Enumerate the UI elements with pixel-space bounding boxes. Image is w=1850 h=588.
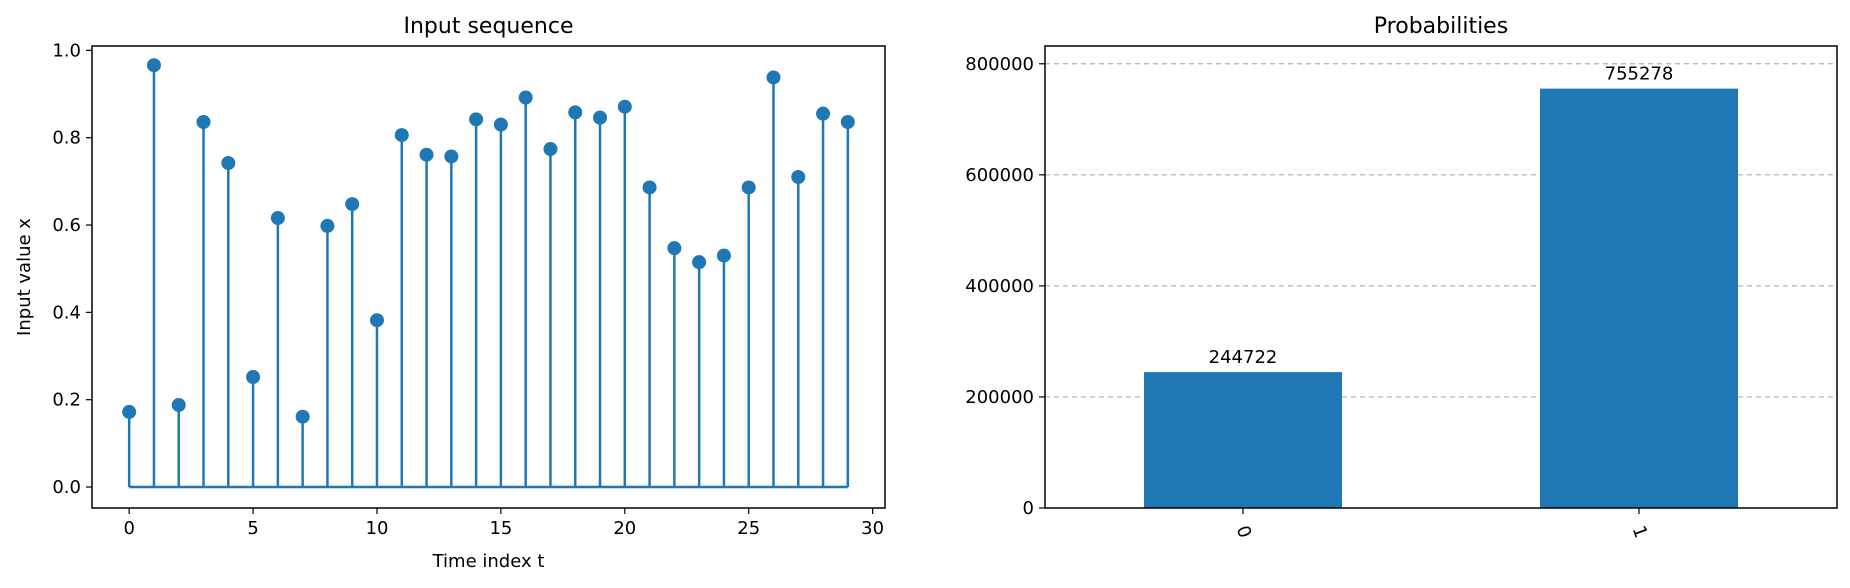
x-tick-label: 30 (861, 518, 884, 539)
y-tick-label: 0 (1023, 498, 1034, 519)
bar-chart-marks: 244722 755278 (1144, 64, 1738, 508)
stem-marker (493, 117, 508, 132)
x-tick-label: 0 (1232, 523, 1256, 541)
bar-chart-title: Probabilities (1374, 14, 1508, 39)
stem-chart-panel: Input sequence Time index t Input value … (14, 14, 886, 572)
stem-marker (791, 170, 806, 185)
stem-marker (469, 112, 484, 127)
bar (1144, 372, 1342, 508)
bar-data-label: 755278 (1605, 64, 1674, 85)
stem-marker (642, 180, 657, 195)
y-tick-label: 0.2 (52, 390, 81, 411)
bar (1540, 88, 1738, 508)
stem-marker (667, 241, 682, 256)
stem-marker (122, 404, 137, 419)
stem-marker (246, 369, 261, 384)
stem-marker (617, 99, 632, 114)
stem-marker (518, 90, 533, 105)
y-tick-label: 600000 (965, 165, 1034, 186)
y-tick-label: 800000 (965, 54, 1034, 75)
x-tick-label: 25 (737, 518, 760, 539)
bar-chart-frame (1044, 45, 1838, 509)
stem-marker (270, 211, 285, 226)
stem-marker (816, 106, 831, 121)
x-tick-label: 10 (366, 518, 389, 539)
stem-marker (295, 409, 310, 424)
stem-marker (369, 313, 384, 328)
stem-chart-title: Input sequence (404, 14, 574, 39)
y-tick-label: 1.0 (52, 40, 81, 61)
x-tick-label: 15 (489, 518, 512, 539)
stem-chart-frame (91, 45, 886, 509)
bar-data-label: 244722 (1209, 347, 1278, 368)
stem-marker (716, 248, 731, 263)
stem-marker (568, 105, 583, 120)
y-tick-label: 400000 (965, 276, 1034, 297)
stem-marker (741, 180, 756, 195)
stem-chart-ticks: 0 5 10 15 20 25 30 0.0 0.2 0.4 0.6 0.8 1.0 (52, 40, 884, 539)
y-tick-label: 0.6 (52, 215, 81, 236)
y-tick-label: 0.0 (52, 477, 81, 498)
y-tick-label: 200000 (965, 387, 1034, 408)
stem-marker (444, 149, 459, 164)
stem-marker (146, 58, 161, 73)
y-tick-label: 0.8 (52, 128, 81, 149)
stem-marker (394, 128, 409, 143)
stem-marker (419, 147, 434, 162)
stem-marker (766, 70, 781, 85)
stem-chart-marks (122, 58, 855, 489)
stem-chart-x-axis-label: Time index t (432, 551, 545, 572)
stem-marker (593, 110, 608, 125)
stem-marker (543, 142, 558, 157)
stem-marker (196, 114, 211, 129)
stem-marker (345, 197, 360, 212)
stem-marker (221, 156, 236, 171)
stem-chart-y-axis-label: Input value x (14, 218, 35, 336)
stem-marker (171, 397, 186, 412)
x-tick-label: 0 (123, 518, 134, 539)
stem-marker (320, 218, 335, 233)
stem-marker (692, 255, 707, 270)
bar-chart-panel: Probabilities 244722 755278 0 1 0 200000 4000… (965, 14, 1838, 541)
x-tick-label: 20 (613, 518, 636, 539)
stem-marker (840, 114, 855, 129)
y-tick-label: 0.4 (52, 302, 81, 323)
x-tick-label: 5 (247, 518, 258, 539)
x-tick-label: 1 (1628, 523, 1652, 541)
